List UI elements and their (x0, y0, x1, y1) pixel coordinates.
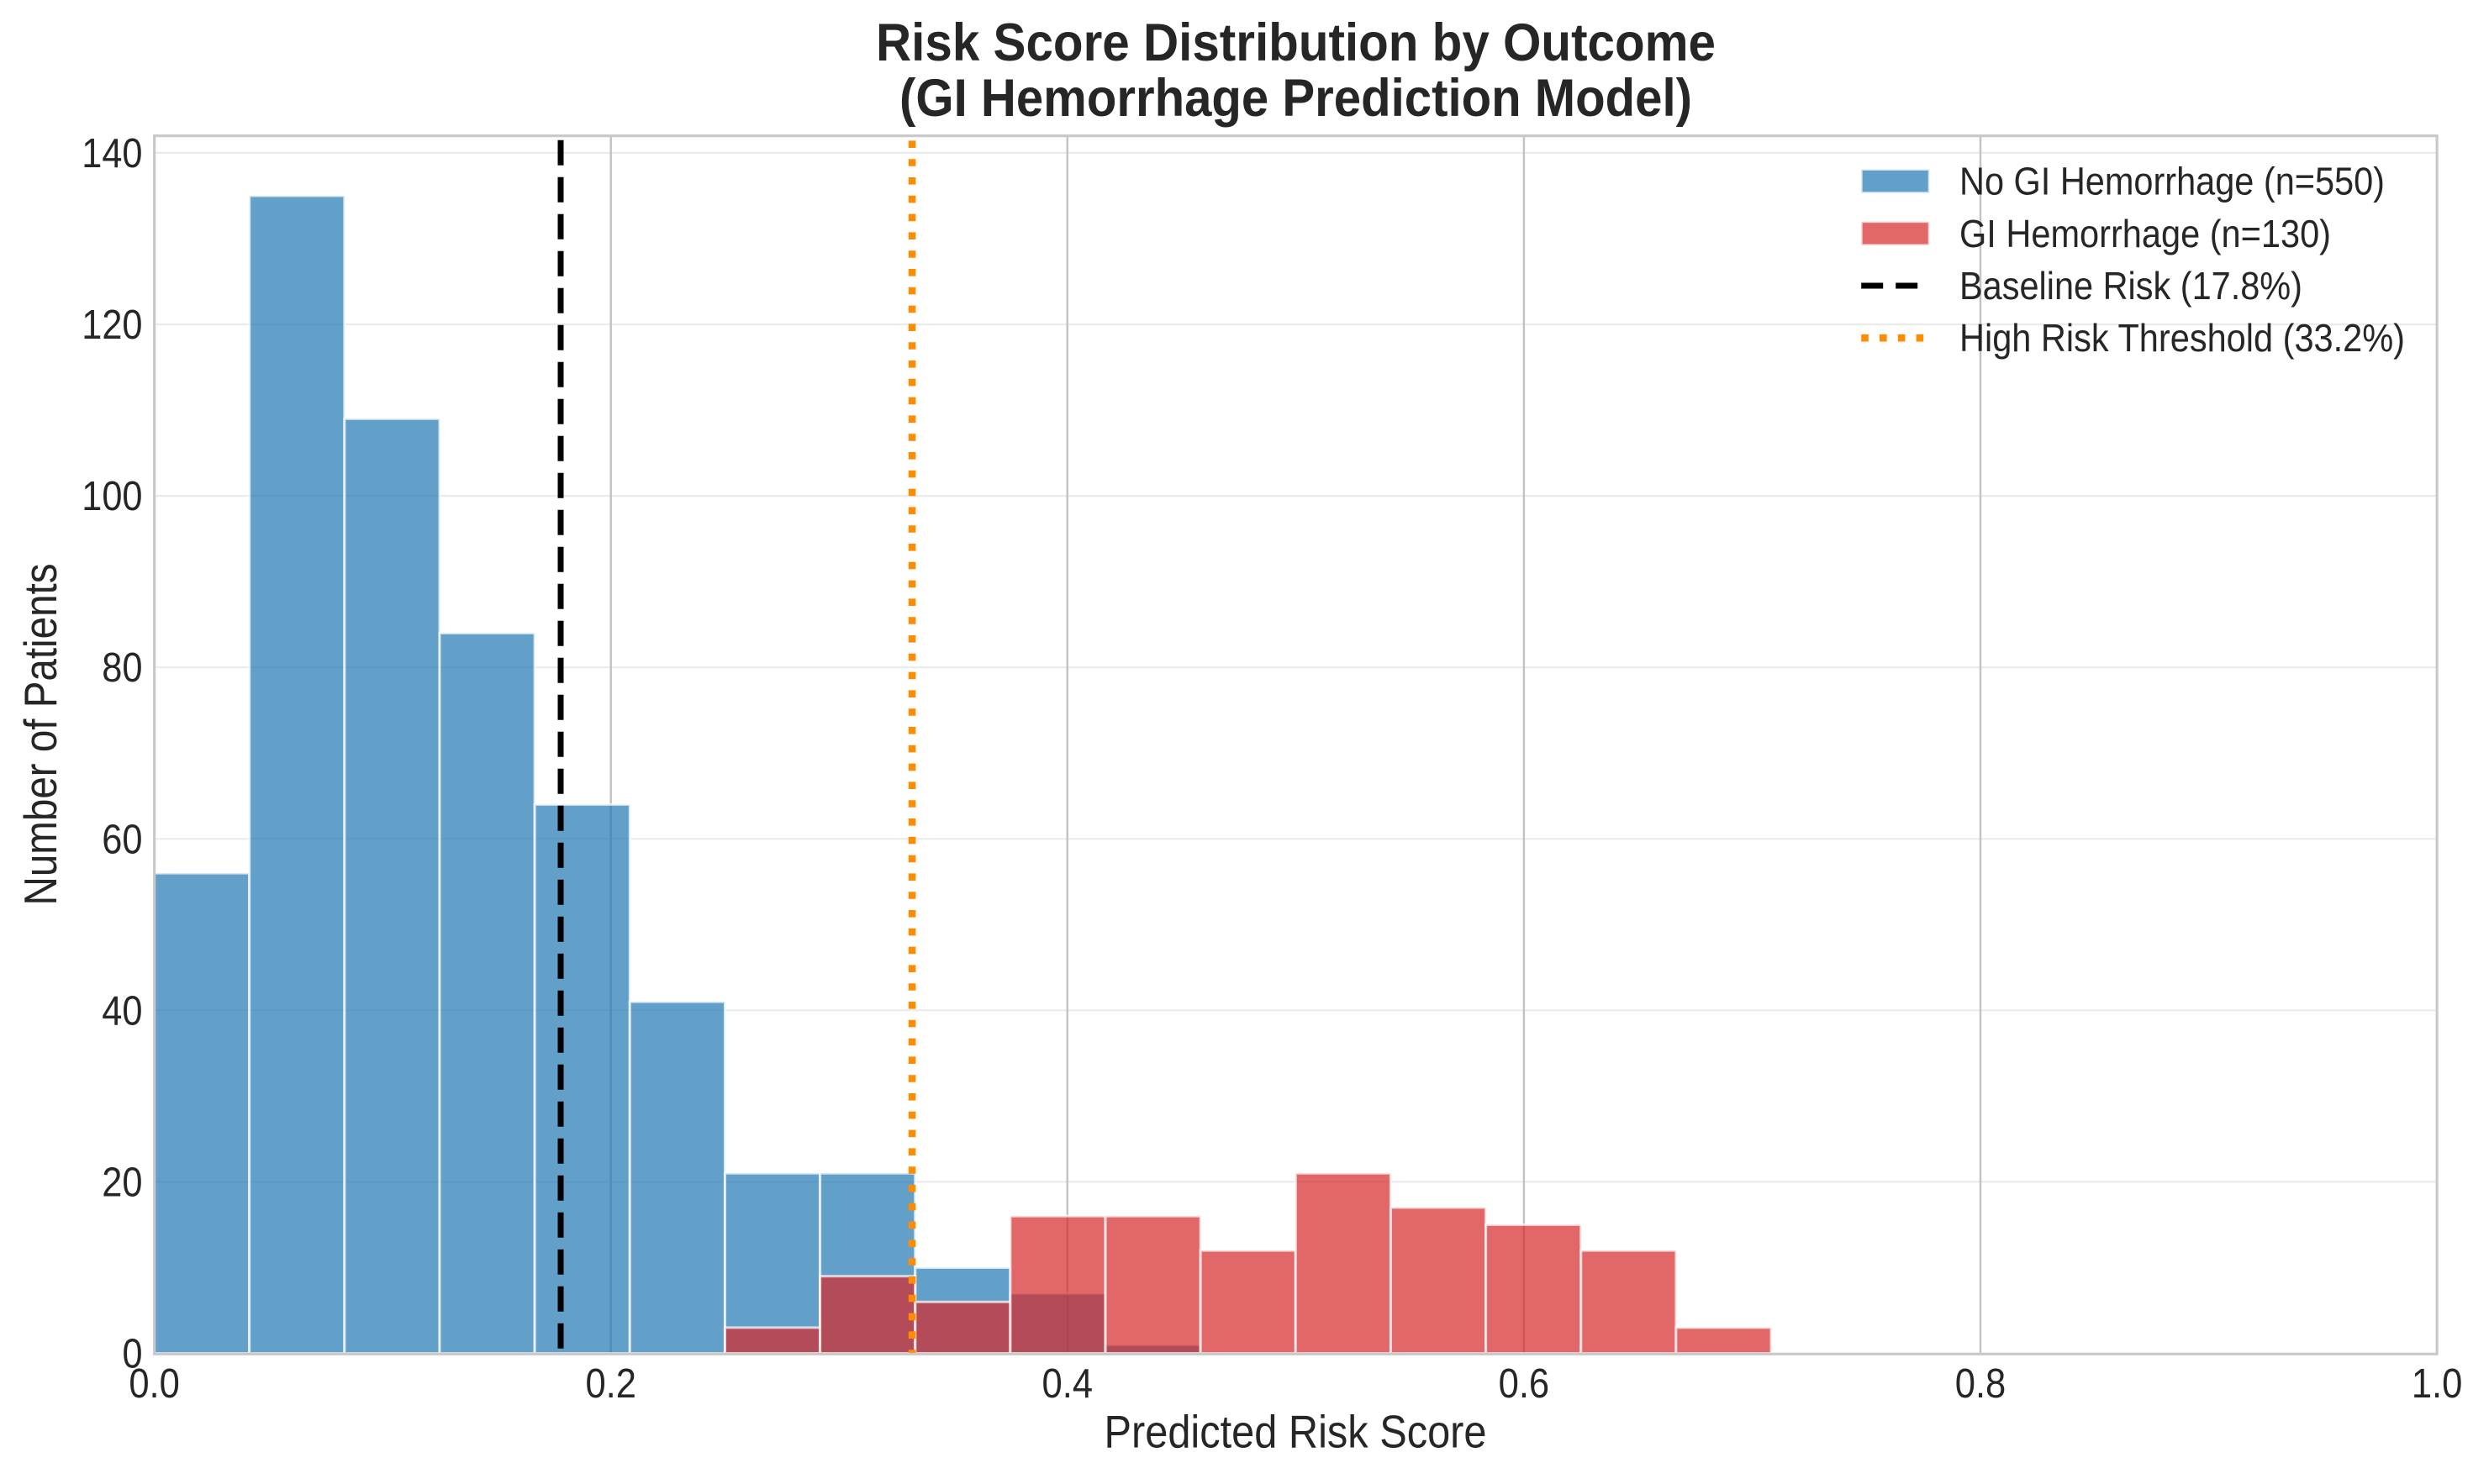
svg-text:GI Hemorrhage (n=130): GI Hemorrhage (n=130) (1959, 212, 2331, 255)
svg-text:No GI Hemorrhage (n=550): No GI Hemorrhage (n=550) (1959, 160, 2385, 203)
svg-text:0.8: 0.8 (1955, 1360, 2006, 1407)
svg-text:80: 80 (102, 645, 142, 691)
svg-text:(GI Hemorrhage Prediction Mode: (GI Hemorrhage Prediction Model) (899, 69, 1692, 128)
svg-text:140: 140 (82, 130, 142, 176)
svg-text:20: 20 (102, 1159, 142, 1205)
svg-text:0.4: 0.4 (1042, 1360, 1094, 1407)
svg-text:100: 100 (82, 473, 142, 519)
svg-text:0.2: 0.2 (585, 1360, 636, 1407)
svg-text:60: 60 (102, 816, 142, 862)
svg-text:Predicted Risk Score: Predicted Risk Score (1105, 1406, 1487, 1458)
svg-text:Number of Patients: Number of Patients (14, 564, 66, 906)
svg-text:0.0: 0.0 (129, 1360, 180, 1407)
svg-text:120: 120 (82, 302, 142, 348)
svg-text:0.6: 0.6 (1499, 1360, 1550, 1407)
svg-text:Baseline Risk (17.8%): Baseline Risk (17.8%) (1959, 264, 2302, 308)
svg-text:Risk Score Distribution by Out: Risk Score Distribution by Outcome (876, 13, 1716, 72)
svg-text:High Risk Threshold (33.2%): High Risk Threshold (33.2%) (1959, 316, 2405, 360)
svg-text:1.0: 1.0 (2412, 1360, 2463, 1407)
svg-text:0: 0 (123, 1331, 143, 1377)
svg-text:40: 40 (102, 987, 142, 1034)
